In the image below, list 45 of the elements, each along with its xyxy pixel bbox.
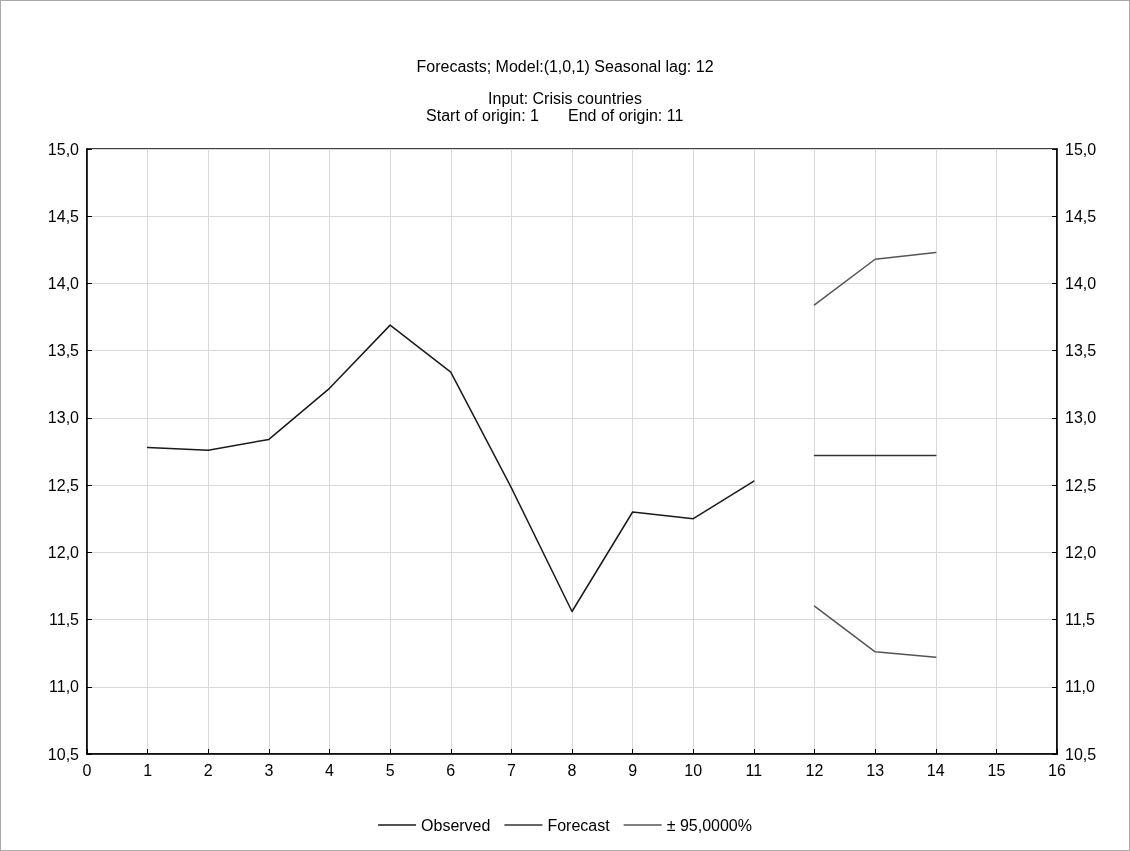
x-tick-label: 6 <box>446 761 456 779</box>
chart-title: Forecasts; Model:(1,0,1) Seasonal lag: 12 <box>416 57 714 75</box>
y-tick-label: 14,5 <box>47 207 80 225</box>
y2-tick-label: 10,5 <box>1065 745 1097 763</box>
y-tick-label: 14,0 <box>47 274 80 292</box>
y-tick-label: 13,5 <box>47 342 80 360</box>
x-tick-label: 0 <box>82 761 92 779</box>
y2-tick-label: 12,0 <box>1065 543 1097 561</box>
y2-tick-label: 14,0 <box>1065 274 1097 292</box>
x-tick-label: 9 <box>628 761 638 779</box>
text: Start of origin: 1 <box>426 106 540 124</box>
x-tick-label: 13 <box>866 761 885 779</box>
x-tick-label: 5 <box>385 761 395 779</box>
legend-label: ± 95,0000% <box>666 816 752 834</box>
y2-tick-label: 12,5 <box>1065 476 1097 494</box>
y-tick-label: 10,5 <box>47 745 80 763</box>
x-tick-label: 15 <box>987 761 1006 779</box>
x-tick-label: 10 <box>684 761 703 779</box>
x-tick-label: 1 <box>143 761 153 779</box>
x-tick-label: 7 <box>506 761 516 779</box>
x-tick-label: 16 <box>1048 761 1066 779</box>
x-tick-label: 8 <box>567 761 577 779</box>
y2-tick-label: 15,0 <box>1065 140 1097 158</box>
y2-tick-label: 11,5 <box>1065 611 1096 629</box>
line-series <box>146 324 755 613</box>
y2-tick-label: 14,5 <box>1065 207 1097 225</box>
x-tick-label: 14 <box>926 761 945 779</box>
y-tick-label: 11,0 <box>49 678 80 696</box>
legend-label: Observed <box>421 816 491 834</box>
y-tick-label: 12,5 <box>47 476 80 494</box>
x-tick-label: 2 <box>203 761 213 779</box>
y-tick-label: 11,5 <box>49 611 80 629</box>
y-tick-label: 15,0 <box>47 140 80 158</box>
y-tick-label: 13,0 <box>47 409 80 427</box>
chart-subtitle: Input: Crisis countries <box>488 89 642 107</box>
x-tick-label: 12 <box>805 761 824 779</box>
y2-tick-label: 13,5 <box>1065 342 1097 360</box>
y2-tick-label: 11,0 <box>1065 678 1096 696</box>
y-tick-label: 12,0 <box>47 543 80 561</box>
y2-tick-label: 13,0 <box>1065 409 1097 427</box>
x-tick-label: 4 <box>325 761 335 779</box>
text: End of origin: 11 <box>568 106 684 124</box>
legend-label: Forecast <box>547 816 611 834</box>
x-tick-label: 3 <box>264 761 274 779</box>
x-tick-label: 11 <box>745 761 763 779</box>
